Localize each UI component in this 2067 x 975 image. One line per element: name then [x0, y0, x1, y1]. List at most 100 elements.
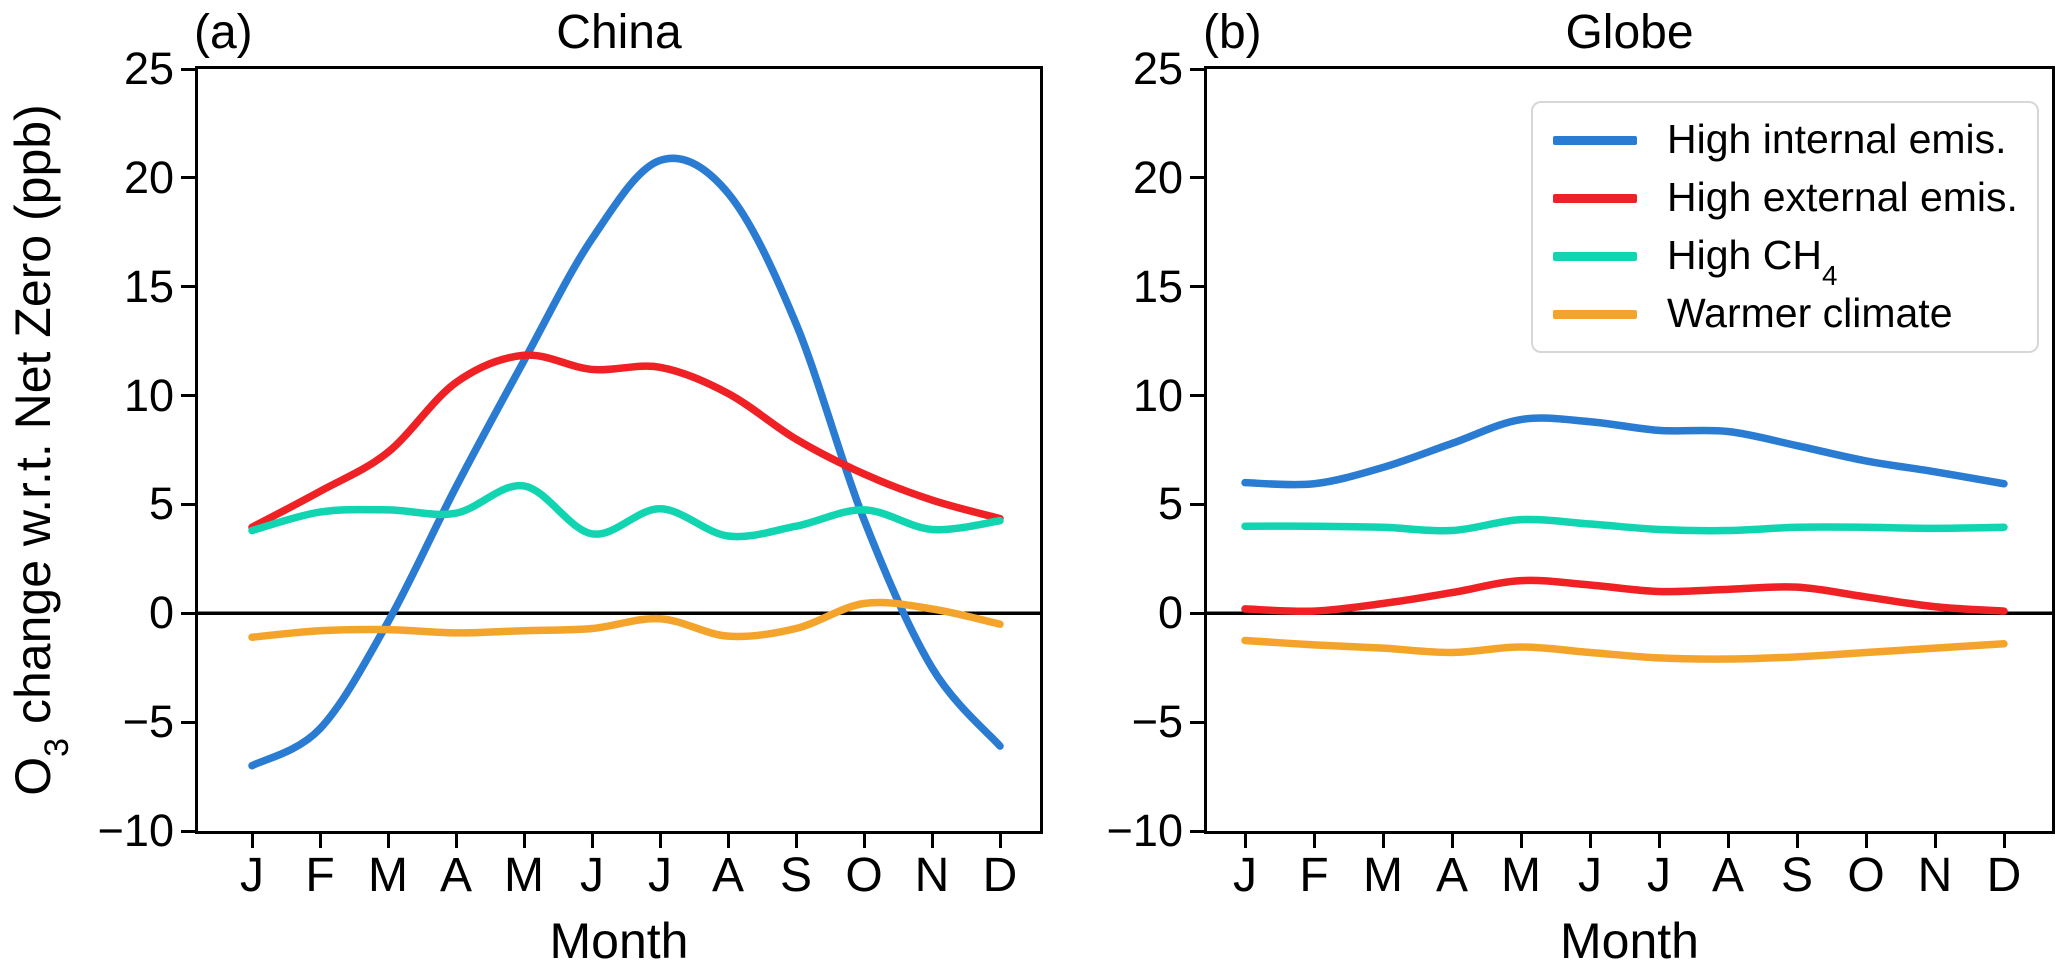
x-tick-mark — [1519, 834, 1523, 848]
panel-label-a: (a) — [194, 6, 253, 59]
y-tick-label: 25 — [1132, 43, 1183, 94]
x-tick-mark — [590, 834, 594, 848]
legend-item-2: High CH4 — [1533, 227, 2037, 291]
x-tick-mark — [1450, 834, 1454, 848]
x-tick-mark — [1795, 834, 1799, 848]
legend: High internal emis. High external emis. Hi… — [1531, 101, 2039, 353]
x-tick-mark — [454, 834, 458, 848]
y-tick-mark — [1190, 394, 1204, 398]
y-tick-label: −5 — [122, 696, 174, 748]
x-tick-mark — [250, 834, 254, 848]
x-tick-label-month: J — [240, 849, 264, 902]
x-tick-mark — [862, 834, 866, 848]
x-tick-label-month: M — [1501, 849, 1541, 902]
x-tick-mark — [1726, 834, 1730, 848]
x-tick-mark — [658, 834, 662, 848]
x-tick-mark — [522, 834, 526, 848]
series-line-3 — [1241, 636, 2008, 663]
legend-line-swatch — [1553, 251, 1637, 261]
x-tick-label-month: F — [305, 849, 335, 902]
x-tick-mark — [1933, 834, 1937, 848]
legend-label: High internal emis. — [1667, 116, 2007, 163]
y-tick-label: 20 — [1132, 151, 1183, 203]
series-line-0 — [1241, 414, 2008, 489]
x-tick-label-month: J — [1233, 849, 1257, 902]
x-tick-label-month: J — [580, 849, 604, 902]
plot-area-globe — [1207, 414, 2052, 663]
y-tick-label: −10 — [1106, 805, 1183, 856]
x-tick-mark — [1381, 834, 1385, 848]
y-tick-label: 5 — [1157, 478, 1183, 530]
x-tick-mark — [1312, 834, 1316, 848]
x-tick-label-month: A — [439, 849, 472, 902]
legend-item-0: High internal emis. — [1533, 111, 2037, 169]
legend-line-swatch — [1553, 135, 1637, 145]
legend-label: High CH4 — [1667, 232, 1838, 291]
series-line-3 — [248, 598, 1004, 641]
x-tick-label-month: O — [845, 849, 883, 902]
y-tick-mark — [181, 67, 195, 71]
x-tick-label-month: S — [779, 849, 812, 902]
x-tick-label-month: F — [1299, 849, 1329, 902]
x-tick-mark — [318, 834, 322, 848]
y-tick-label: −10 — [97, 805, 174, 856]
series-line-1 — [1241, 576, 2008, 616]
legend-label: High external emis. — [1667, 174, 2018, 221]
y-tick-mark — [1190, 829, 1204, 833]
series-line-1 — [248, 351, 1004, 532]
x-tick-label-month: M — [504, 849, 544, 902]
x-tick-mark — [2002, 834, 2006, 848]
y-tick-label: 10 — [123, 369, 174, 421]
y-tick-mark — [1190, 176, 1204, 180]
legend-label: Warmer climate — [1667, 290, 1953, 337]
legend-line-swatch — [1553, 193, 1637, 203]
x-tick-mark — [726, 834, 730, 848]
x-tick-mark — [386, 834, 390, 848]
x-tick-label-month: J — [648, 849, 672, 902]
x-tick-label-month: A — [711, 849, 744, 902]
y-tick-label: 5 — [148, 478, 174, 530]
legend-item-3: Warmer climate — [1533, 285, 2037, 343]
series-line-0 — [248, 154, 1004, 770]
x-tick-label-month: O — [1847, 849, 1885, 902]
x-tick-label-month: M — [368, 849, 408, 902]
y-tick-mark — [1190, 502, 1204, 506]
y-axis-label: O3 change w.r.t. Net Zero (ppb) — [5, 104, 77, 796]
panel-china: (a) China 25 20 15 10 5 0 −5 −10 J F M A M J J A S O N D Mo… — [98, 7, 1043, 967]
x-axis-label-globe: Month — [1560, 913, 1699, 969]
x-tick-label-month: A — [1435, 849, 1468, 902]
x-tick-label-month: N — [914, 849, 950, 902]
y-tick-mark — [181, 611, 195, 615]
y-tick-label: 20 — [123, 151, 174, 203]
y-tick-label: 0 — [148, 587, 174, 639]
y-tick-mark — [181, 829, 195, 833]
x-tick-label-month: D — [982, 849, 1018, 902]
y-tick-mark — [181, 394, 195, 398]
y-tick-label: 15 — [1132, 260, 1183, 312]
panel-label-b: (b) — [1203, 6, 1262, 59]
legend-item-1: High external emis. — [1533, 169, 2037, 227]
x-tick-label-month: A — [1711, 849, 1744, 902]
x-tick-label-month: M — [1363, 849, 1403, 902]
y-tick-mark — [181, 720, 195, 724]
x-tick-mark — [998, 834, 1002, 848]
y-tick-mark — [181, 176, 195, 180]
y-tick-mark — [1190, 67, 1204, 71]
x-tick-label-month: N — [1917, 849, 1953, 902]
y-tick-label: −5 — [1131, 696, 1183, 748]
y-tick-label: 15 — [123, 260, 174, 312]
y-tick-mark — [1190, 720, 1204, 724]
x-axis-label-china: Month — [549, 913, 689, 969]
y-tick-mark — [1190, 285, 1204, 289]
panel-globe: (b) Globe 25 20 15 10 5 0 −5 −10 J F M A M J J A S O N D Hi… — [1107, 7, 2055, 967]
x-tick-mark — [794, 834, 798, 848]
panel-title-globe: Globe — [1565, 6, 1694, 59]
x-tick-mark — [1864, 834, 1868, 848]
x-tick-label-month: D — [1986, 849, 2022, 902]
y-tick-label: 10 — [1132, 369, 1183, 421]
panel-title-china: China — [556, 6, 682, 59]
x-tick-mark — [1657, 834, 1661, 848]
x-tick-mark — [1243, 834, 1247, 848]
y-tick-label: 25 — [123, 43, 174, 94]
